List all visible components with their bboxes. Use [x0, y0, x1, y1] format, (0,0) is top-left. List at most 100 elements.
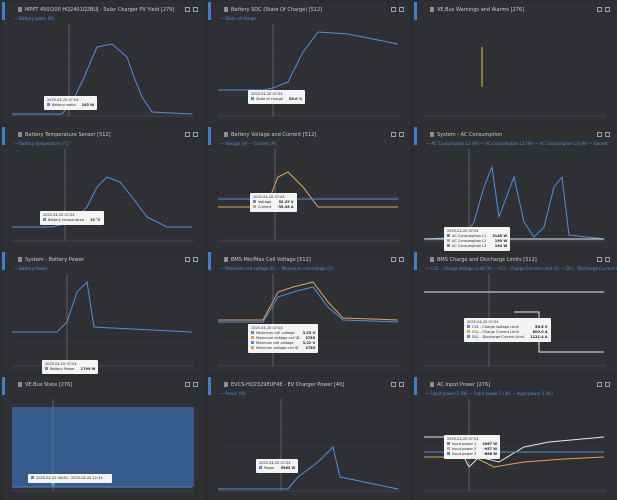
tooltip-value: 19 °C: [90, 218, 101, 222]
panel-title-text: Battery SOC (State Of Charge) [512]: [231, 7, 323, 13]
tooltip-label: Maximum cell voltage: [256, 331, 295, 335]
series-swatch: [31, 476, 34, 479]
tooltip-date: 2025-04-20 07:04: [251, 92, 283, 96]
expand-icon[interactable]: [605, 7, 610, 12]
series-line: [218, 171, 398, 208]
tooltip-label: Battery Power: [50, 367, 75, 371]
panel-title: VE.Bus Warnings and Alarms [276]: [430, 7, 524, 13]
tooltip-date: 2025-04-20 07:04: [259, 461, 291, 465]
expand-icon[interactable]: [193, 382, 198, 387]
tooltip-label: Input power 1: [452, 442, 477, 446]
zoom-icon[interactable]: [597, 382, 602, 387]
chart-legend[interactable]: — State of charge: [220, 16, 257, 21]
chart-panel[interactable]: VE.Bus State [276] 2025-04-20 06:00 - 202…: [2, 377, 204, 499]
series-swatch: [251, 341, 254, 344]
expand-icon[interactable]: [399, 382, 404, 387]
series-line: [218, 31, 399, 91]
chart-legend[interactable]: — AC Consumption L1 (W) — AC Consumption…: [426, 141, 608, 146]
expand-icon[interactable]: [399, 7, 404, 12]
chart-panel[interactable]: MPPT 450/200 HQ2401Q2BUJ - Solar Charger…: [2, 2, 204, 124]
expand-icon[interactable]: [193, 7, 198, 12]
panel-accent: [2, 2, 5, 20]
tooltip-value: -35.45 A: [277, 205, 294, 209]
panel-accent: [414, 377, 417, 395]
tooltip-date: 2025-04-20 07:04: [253, 195, 285, 199]
series-swatch: [447, 442, 450, 445]
expand-icon[interactable]: [399, 132, 404, 137]
tooltip-row: AC Consumption L1 3148 W: [447, 234, 507, 239]
chart-panel[interactable]: Battery Voltage and Current [512] — Volta…: [208, 127, 410, 249]
chart-panel[interactable]: Battery SOC (State Of Charge) [512] — Sta…: [208, 2, 410, 124]
tooltip-label: AC Consumption L3: [452, 244, 487, 248]
chart-panel[interactable]: VE.Bus Warnings and Alarms [276]: [414, 2, 616, 124]
tooltip-label: Battery temperature: [48, 218, 85, 222]
panel-title: VE.Bus State [276]: [18, 382, 72, 388]
zoom-icon[interactable]: [391, 257, 396, 262]
chart-icon: [430, 382, 434, 387]
chart-tooltip: 2025-04-20 07:04 Input power 1 2067 W Input…: [444, 435, 501, 459]
panel-accent: [2, 377, 5, 395]
expand-icon[interactable]: [605, 382, 610, 387]
panel-title-text: Battery Temperature Sensor [512]: [25, 132, 111, 138]
zoom-icon[interactable]: [185, 7, 190, 12]
chart-panel[interactable]: System - Battery Power — Battery Power 202…: [2, 252, 204, 374]
zoom-icon[interactable]: [185, 382, 190, 387]
chart-tooltip: 2025-04-20 07:04 Voltage 52.29 V Current -35…: [250, 193, 297, 212]
chart-icon: [224, 7, 228, 12]
zoom-icon[interactable]: [185, 132, 190, 137]
expand-icon[interactable]: [399, 257, 404, 262]
chart-panel[interactable]: EVCS-HQ2329EUF4E - EV Charger Power [40]…: [208, 377, 410, 499]
chart-svg: [12, 399, 194, 492]
state-band: [12, 407, 194, 487]
chart-panel[interactable]: Battery Temperature Sensor [512] — Batter…: [2, 127, 204, 249]
series-swatch: [447, 447, 450, 450]
chart-tooltip: 2025-04-20 07:04 State of charge 56.0 %: [248, 90, 306, 104]
panel-accent: [208, 2, 211, 20]
tooltip-label: State of charge: [256, 97, 283, 101]
tooltip-value: 2067 W: [482, 442, 498, 446]
chart-tooltip: 2025-04-20 07:04 Battery Power 1799 W: [42, 360, 99, 374]
chart-legend[interactable]: — Battery Power: [14, 266, 48, 271]
tooltip-value: 3785: [305, 336, 316, 340]
zoom-icon[interactable]: [391, 382, 396, 387]
tooltip-label: Input power 3: [452, 452, 477, 456]
chart-panel[interactable]: AC Input Power [276] — Input power 1 (W) …: [414, 377, 616, 499]
chart-legend[interactable]: — Power (W): [220, 391, 246, 396]
chart-legend[interactable]: — Battery temperature (°C): [14, 141, 70, 146]
panel-title-text: AC Input Power [276]: [437, 382, 491, 388]
chart-panel[interactable]: BMS Min/Max Cell Voltage [512] — Minimum …: [208, 252, 410, 374]
chart-tooltip: 2025-04-20 06:00 - 2025-04-20 12:34: [28, 474, 112, 483]
tooltip-date: 2025-04-20 07:04: [447, 437, 479, 441]
chart-panel[interactable]: System - AC Consumption — AC Consumption …: [414, 127, 616, 251]
panel-accent: [2, 252, 5, 270]
series-swatch: [447, 244, 450, 247]
chart-legend[interactable]: — Voltage (V) — Current (A): [220, 141, 277, 146]
chart-legend[interactable]: — Input power 1 (W) — Input power 2 (W) …: [426, 391, 553, 396]
tooltip-value: 190 W: [494, 239, 508, 243]
series-swatch: [259, 466, 262, 469]
chart-legend[interactable]: — CVL - Charge Voltage Limit (V) — CCL -…: [426, 266, 617, 271]
tooltip-row: Voltage 52.29 V: [253, 200, 294, 205]
panel-title-text: VE.Bus State [276]: [25, 382, 73, 388]
zoom-icon[interactable]: [391, 132, 396, 137]
tooltip-label: 2025-04-20 06:00 - 2025-04-20 12:34: [36, 476, 103, 480]
zoom-icon[interactable]: [391, 7, 396, 12]
zoom-icon[interactable]: [597, 7, 602, 12]
tooltip-row: Minimum cell voltage 3.22 V: [251, 341, 315, 346]
expand-icon[interactable]: [605, 257, 610, 262]
chart-legend[interactable]: — Battery watts (W): [14, 16, 55, 21]
tooltip-row: Minimum voltage cell ID 3785: [251, 346, 315, 351]
expand-icon[interactable]: [605, 132, 610, 137]
series-swatch: [447, 452, 450, 455]
zoom-icon[interactable]: [597, 257, 602, 262]
panel-title: Battery SOC (State Of Charge) [512]: [224, 7, 322, 13]
tooltip-label: Power: [264, 466, 275, 470]
chart-svg: [12, 274, 194, 372]
chart-legend[interactable]: — Minimum cell voltage (V) — Maximum cel…: [220, 266, 334, 271]
tooltip-row: CCL - Charge Current Limit 800.0 A: [467, 330, 548, 335]
expand-icon[interactable]: [193, 257, 198, 262]
zoom-icon[interactable]: [185, 257, 190, 262]
zoom-icon[interactable]: [597, 132, 602, 137]
expand-icon[interactable]: [193, 132, 198, 137]
chart-panel[interactable]: BMS Charge and Discharge Limits [512] — C…: [414, 252, 617, 374]
